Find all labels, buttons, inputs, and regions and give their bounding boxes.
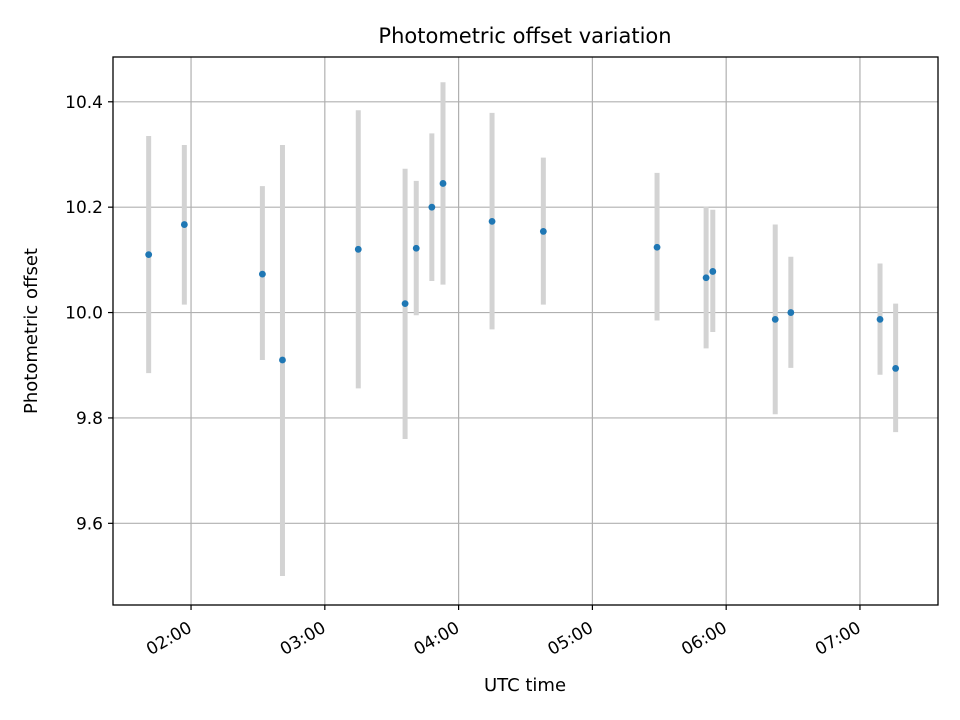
data-point xyxy=(279,356,286,364)
data-point xyxy=(488,218,496,225)
data-point xyxy=(354,245,362,253)
data-points xyxy=(145,180,900,372)
y-axis-label: Photometric offset xyxy=(21,248,42,414)
data-point xyxy=(428,203,436,211)
data-point xyxy=(702,274,710,282)
data-point xyxy=(787,309,795,316)
data-point xyxy=(180,221,188,228)
data-point xyxy=(709,268,717,275)
data-point xyxy=(145,251,153,258)
y-tick-label: 10.0 xyxy=(65,304,103,324)
data-point xyxy=(771,316,779,323)
grid xyxy=(113,57,938,605)
y-tick-label: 10.4 xyxy=(65,93,103,113)
data-point xyxy=(258,270,266,278)
chart-title: Photometric offset variation xyxy=(378,24,671,48)
y-axis-ticks: 9.6 9.8 10.0 10.2 10.4 xyxy=(65,93,113,534)
data-point xyxy=(876,316,884,323)
y-tick-label: 10.2 xyxy=(65,198,103,218)
y-tick-label: 9.8 xyxy=(76,409,103,429)
data-point xyxy=(401,300,409,307)
data-point xyxy=(412,244,420,252)
y-tick-label: 9.6 xyxy=(76,514,103,534)
x-axis-label: UTC time xyxy=(484,675,566,696)
data-point xyxy=(439,180,447,187)
data-point xyxy=(539,228,547,235)
plot-frame xyxy=(112,56,939,606)
data-point xyxy=(653,243,661,251)
data-point xyxy=(892,365,900,372)
